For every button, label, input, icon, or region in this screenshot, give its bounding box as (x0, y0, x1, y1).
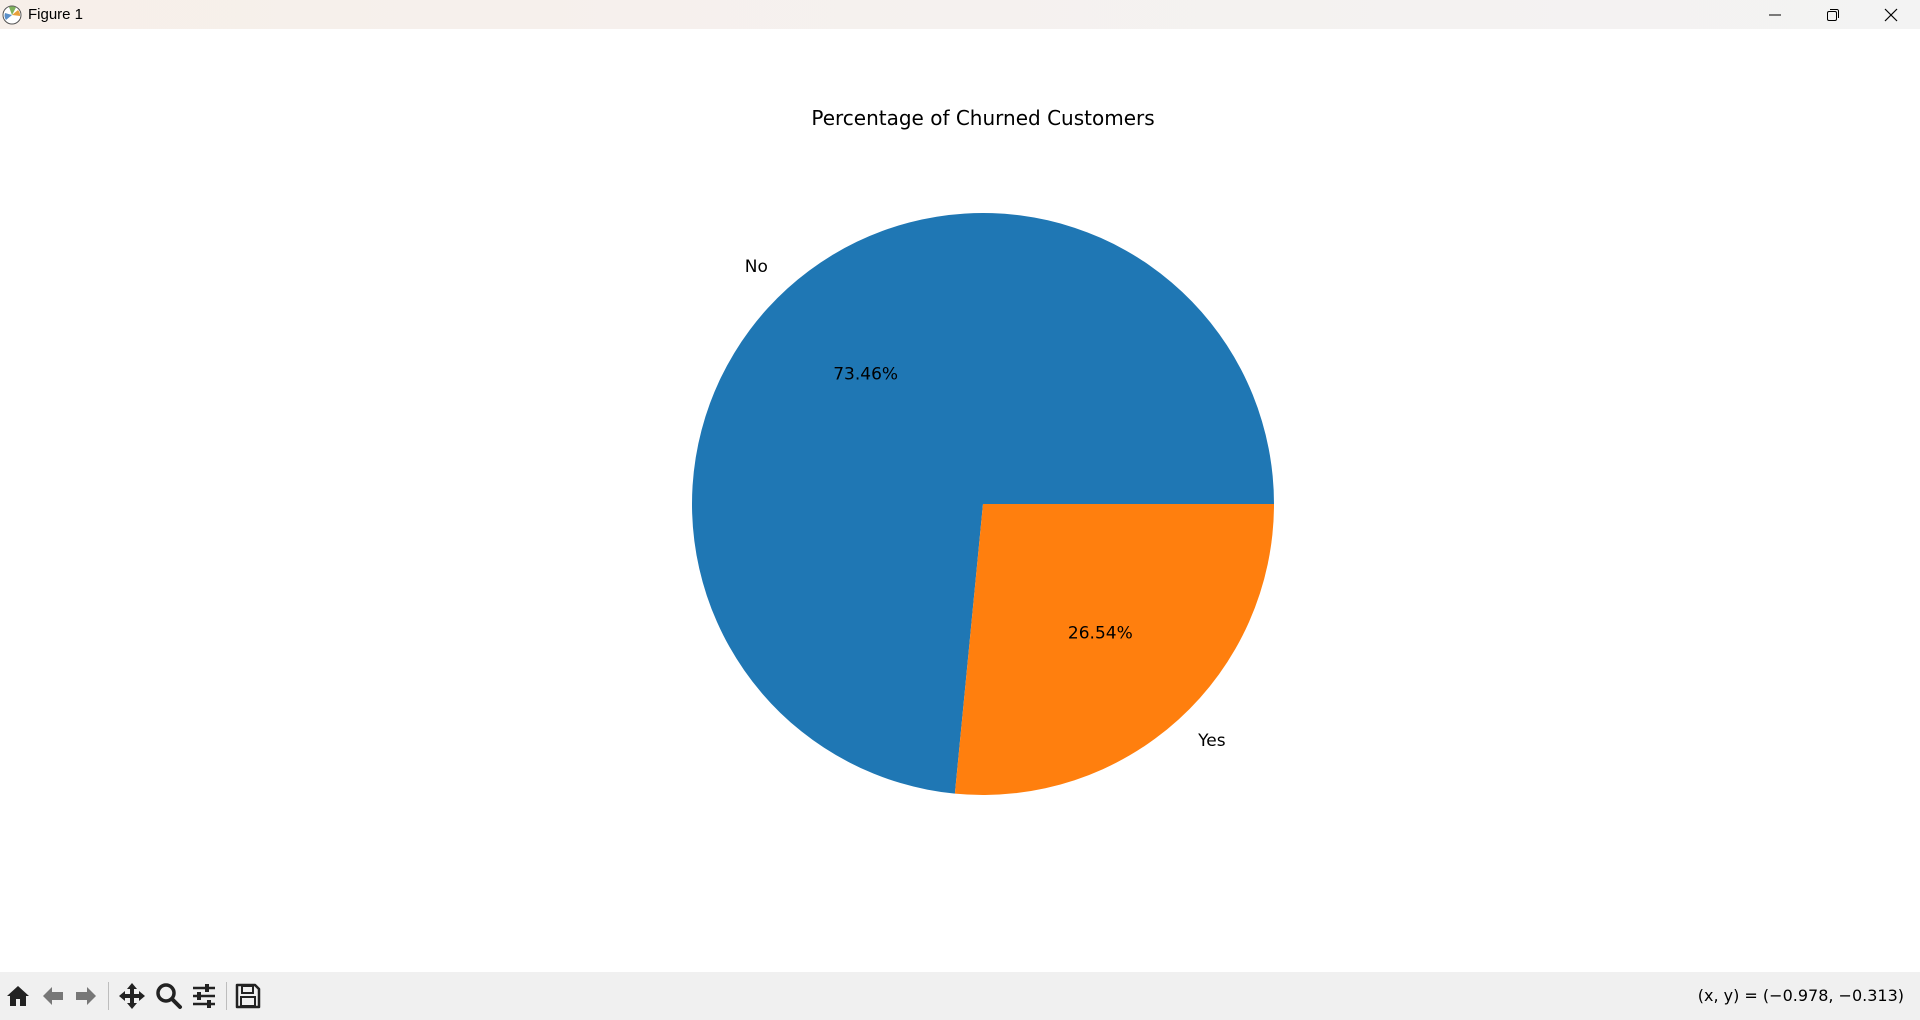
close-icon (1884, 8, 1898, 21)
close-button[interactable] (1862, 0, 1920, 29)
chart-title: Percentage of Churned Customers (811, 106, 1154, 130)
matplotlib-app-icon (2, 5, 22, 24)
figure-canvas[interactable]: Percentage of Churned Customers No 73.46%… (0, 29, 1920, 972)
window-title: Figure 1 (28, 6, 84, 23)
configure-subplots-button[interactable] (188, 980, 220, 1012)
restore-button[interactable] (1804, 0, 1862, 29)
navigation-toolbar: (x, y) = (−0.978, −0.313) (0, 972, 1920, 1020)
minimize-button[interactable] (1746, 0, 1804, 29)
pie-label-no: No (745, 257, 768, 277)
back-button[interactable] (37, 980, 69, 1012)
home-button[interactable] (2, 980, 34, 1012)
pie-chart: Percentage of Churned Customers No 73.46%… (692, 106, 1274, 795)
pan-button[interactable] (116, 980, 148, 1012)
configure-subplots-icon (193, 984, 215, 1008)
title-bar: Figure 1 (0, 0, 1920, 29)
pie-label-yes: Yes (1197, 731, 1226, 751)
toolbar-separator (108, 982, 109, 1010)
pie-percent-label-no: 73.46% (833, 365, 898, 385)
window-controls (1746, 0, 1920, 29)
pie-percent-label-yes: 26.54% (1068, 623, 1133, 643)
save-icon (235, 983, 261, 1009)
pie-slice-yes (954, 504, 1274, 795)
zoom-button[interactable] (153, 980, 185, 1012)
back-arrow-icon (43, 987, 63, 1005)
pie-slice-no (692, 213, 1274, 794)
toolbar-separator (226, 982, 227, 1010)
restore-icon (1827, 8, 1839, 21)
pan-icon (119, 983, 145, 1009)
cursor-coordinates: (x, y) = (−0.978, −0.313) (1697, 986, 1904, 1005)
forward-button[interactable] (70, 980, 102, 1012)
forward-arrow-icon (76, 987, 96, 1005)
zoom-icon (156, 983, 182, 1009)
home-icon (7, 986, 29, 1006)
save-button[interactable] (232, 980, 264, 1012)
minimize-icon (1769, 14, 1781, 15)
